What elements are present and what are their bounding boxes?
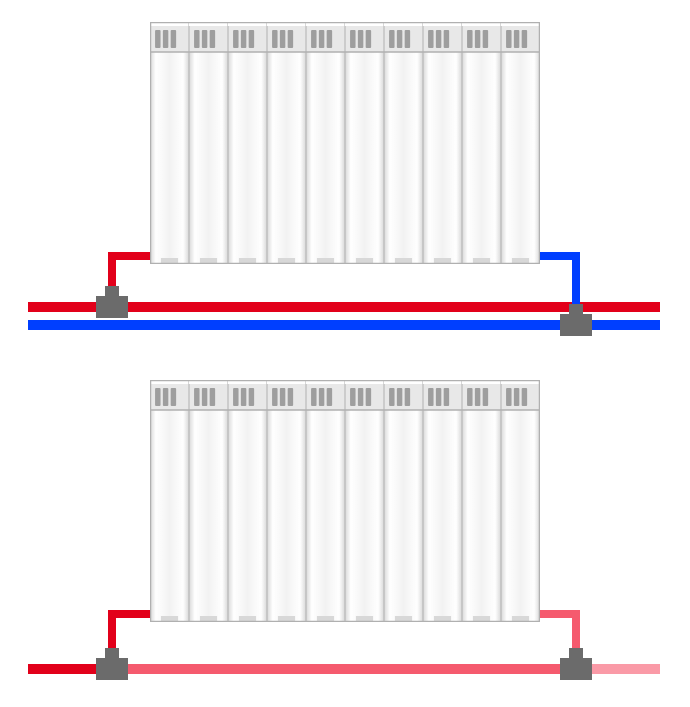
one-pipe-return-tee [560, 658, 592, 680]
two-pipe-return-branch [536, 252, 580, 260]
two-pipe-return-tee [560, 314, 592, 336]
one-pipe-return-branch [536, 610, 580, 618]
one-pipe-radiator [150, 380, 540, 622]
two-pipe-supply-tee [96, 296, 128, 318]
one-pipe-supply-tee [96, 658, 128, 680]
two-pipe-radiator [150, 22, 540, 264]
one-pipe-supply-branch [108, 610, 153, 618]
diagram-canvas [0, 0, 690, 707]
two-pipe-supply-branch [108, 252, 153, 260]
one-pipe-main-mid [115, 664, 580, 674]
